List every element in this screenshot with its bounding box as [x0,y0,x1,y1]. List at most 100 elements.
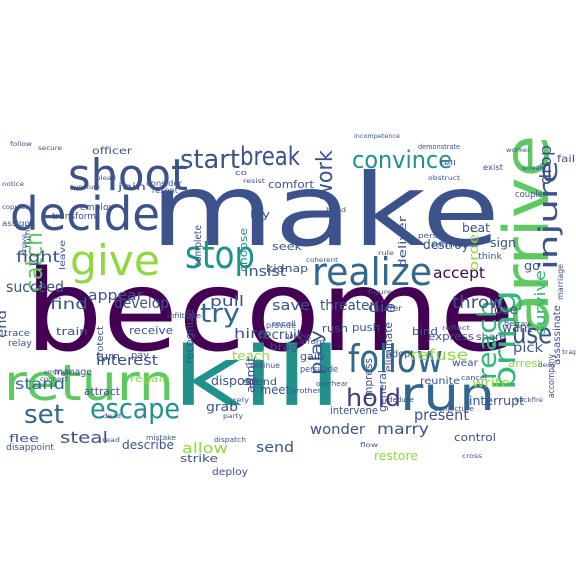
word: bind [412,325,438,338]
word: deduce [388,396,414,404]
word: interest [96,353,159,369]
word: recall [272,320,296,328]
word: realize [312,250,432,294]
word: survive [533,270,549,335]
word: give [70,236,160,285]
word: fail [557,154,575,165]
word: kill [172,330,342,425]
word: deliver [396,215,409,268]
word: consider [146,179,183,188]
word: kidnap [266,262,308,275]
word: disappoint [6,443,54,453]
word: strike [180,452,218,465]
word: refuse [410,346,468,364]
word: dispose [211,374,259,388]
word: obstruct [428,175,461,182]
word: run [400,367,495,421]
word: overhear [316,380,348,388]
word: return [4,354,174,412]
word: go [524,259,540,273]
word: wear [452,358,479,369]
word: save [272,298,310,314]
word: want [502,321,532,336]
word: deny [538,362,557,369]
word: threaten [320,298,378,314]
word: exist [483,163,503,172]
word: connect [40,376,69,383]
word: accompany [547,353,557,398]
word: persist [418,232,448,240]
word: backfire [515,397,543,404]
word: arrive [490,135,563,335]
word: lose [490,303,518,318]
word: find [50,295,88,313]
word: bring [488,290,523,390]
word: embrace [44,369,72,376]
word: beat [462,221,490,235]
word: convince [352,146,452,174]
word: lay [250,208,271,221]
word: general [376,370,389,412]
word: set [24,400,64,430]
word: build [326,207,346,214]
word: read [102,437,120,444]
word: steal [60,428,108,447]
word: describe [122,438,174,452]
word: sign [490,236,516,250]
word: recognize [183,309,196,364]
word: tell [440,160,457,167]
word: pick [513,341,544,356]
word: train [56,325,88,338]
word: insist [244,264,287,280]
word: escape [90,392,180,425]
word: transform [52,212,96,222]
word: rule [378,250,394,257]
word: pull [210,294,244,310]
word: injure [534,160,564,270]
word: make [150,152,500,269]
word: decide [10,187,160,241]
word: meet [260,383,290,397]
word: eliminate [382,322,395,372]
word: hold [346,384,401,412]
word: trace [4,329,31,339]
word: worker [506,147,531,154]
word: trap [562,349,576,356]
word: join [116,182,146,193]
word: fulfill [25,223,32,248]
word: cross [462,453,482,460]
word: allow [182,441,228,457]
word: drop [536,145,555,185]
word: fight [16,248,60,266]
word: assassinate [552,305,563,365]
word: break [240,142,300,172]
word: couple [515,190,543,200]
word: co [235,169,247,177]
word: dispatch [214,436,246,444]
word: stand [15,375,65,393]
word: adopt [386,349,414,360]
word: express [428,330,474,343]
word: puncture [70,184,100,191]
word: hire [234,327,268,342]
word: send [256,440,294,456]
word: gain [300,350,324,363]
word: try [200,299,240,329]
word: demonstrate [418,143,460,151]
word: admit [244,357,258,393]
word: rely [233,397,250,404]
word: wonder [310,422,365,438]
word: provide [266,321,296,330]
word: teach [232,349,270,363]
word: catch [20,232,48,292]
word: order [467,227,481,271]
word: reunite [420,376,460,387]
word: manage [54,367,92,378]
word: rush [322,322,348,335]
word: restore [374,449,418,463]
word: appear [88,288,143,304]
word: become [25,247,515,377]
word: share [476,332,506,343]
